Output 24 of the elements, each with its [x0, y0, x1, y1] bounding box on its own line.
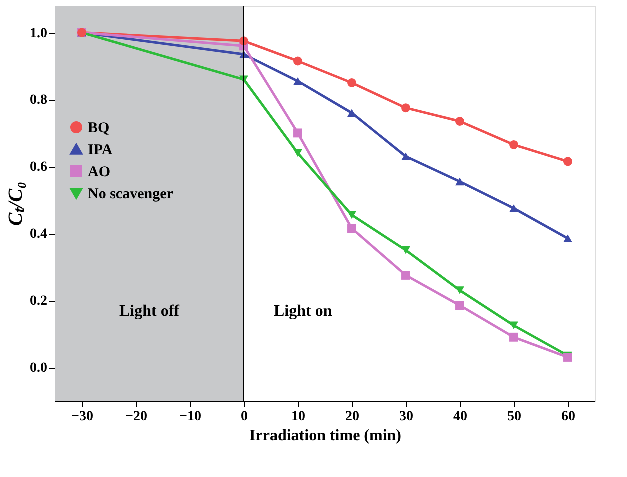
legend-label: BQ	[88, 120, 110, 136]
annotation: Light on	[274, 303, 332, 320]
legend-label: AO	[88, 164, 110, 180]
x-axis-title: Irradiation time (min)	[250, 428, 402, 444]
x-tick-label: 30	[400, 410, 414, 424]
legend-label: IPA	[88, 142, 113, 158]
y-tick-label: 1.0	[30, 26, 48, 42]
x-tick-label: 60	[562, 410, 576, 424]
legend-label: No scavenger	[88, 186, 174, 202]
y-tick-label: 0.8	[30, 93, 48, 108]
x-tick-label: 50	[508, 410, 522, 424]
x-tick-label: 10	[292, 410, 306, 424]
y-tick-label: 0.4	[30, 227, 48, 242]
x-tick-label: 20	[346, 410, 360, 424]
band-label: Light off	[120, 303, 180, 320]
y-axis-title: Cₜ/C₀	[5, 182, 27, 226]
y-tick-label: 0.2	[30, 294, 48, 310]
x-tick-label: −30	[72, 410, 94, 424]
x-tick-label: −20	[126, 410, 148, 424]
y-tick-label: 0.0	[30, 361, 48, 376]
x-tick-label: 40	[454, 410, 468, 424]
x-tick-label: −10	[180, 410, 202, 424]
y-tick-label: 0.6	[30, 160, 48, 176]
x-tick-label: 0	[241, 410, 248, 424]
